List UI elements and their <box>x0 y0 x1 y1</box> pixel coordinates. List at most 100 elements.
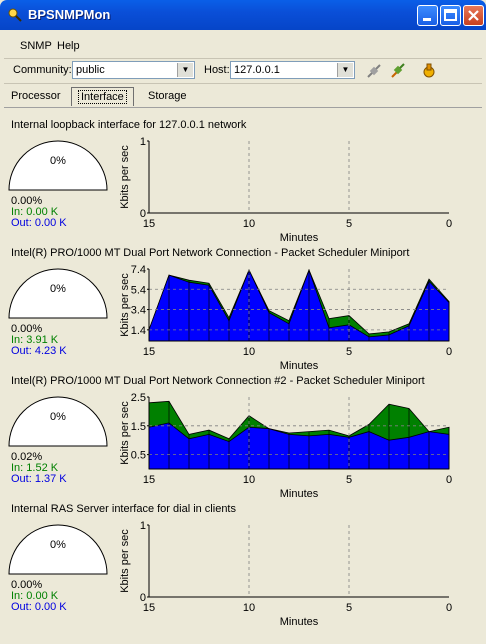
in-rate: In: 0.00 K <box>11 206 59 218</box>
x-tick-label: 5 <box>346 346 352 358</box>
tab-storage[interactable]: Storage <box>142 87 193 105</box>
y-tick-label: 1 <box>140 136 146 148</box>
interface-panel: Intel(R) PRO/1000 MT Dual Port Network C… <box>0 247 486 375</box>
x-axis-label: Minutes <box>280 232 319 244</box>
out-rate: Out: 1.37 K <box>11 473 67 485</box>
out-rate: Out: 0.00 K <box>11 601 67 613</box>
x-tick-label: 0 <box>446 218 452 230</box>
x-axis-label: Minutes <box>280 360 319 372</box>
settings-icon[interactable] <box>420 62 438 80</box>
x-tick-label: 0 <box>446 346 452 358</box>
menu-snmp[interactable]: SNMP <box>20 40 52 52</box>
y-tick-label: 7.4 <box>131 264 146 276</box>
x-tick-label: 0 <box>446 474 452 486</box>
y-axis-label: Kbits per sec <box>119 145 131 209</box>
interface-panel: Internal RAS Server interface for dial i… <box>0 503 486 631</box>
gauge-label: 0% <box>50 155 66 167</box>
x-tick-label: 0 <box>446 602 452 614</box>
tab-label: Interface <box>78 90 127 104</box>
y-tick-label: 0 <box>140 592 146 604</box>
interface-name: Intel(R) PRO/1000 MT Dual Port Network C… <box>11 247 410 259</box>
utilization-percent: 0.00% <box>11 579 43 591</box>
interface-name: Internal loopback interface for 127.0.0.… <box>11 119 247 131</box>
utilization-percent: 0.00% <box>11 323 43 335</box>
community-label: Community: <box>13 64 72 76</box>
y-tick-label: 3.4 <box>131 305 146 317</box>
utilization-gauge: 0% <box>8 524 108 575</box>
community-combo[interactable]: public ▼ <box>72 61 195 79</box>
gauge-label: 0% <box>50 539 66 551</box>
host-label: Host: <box>204 64 230 76</box>
interface-name: Intel(R) PRO/1000 MT Dual Port Network C… <box>11 375 425 387</box>
y-axis-label: Kbits per sec <box>119 273 131 337</box>
y-tick-label: 5.4 <box>131 284 146 296</box>
x-tick-label: 15 <box>143 346 155 358</box>
host-value: 127.0.0.1 <box>234 64 280 76</box>
app-icon <box>8 8 22 22</box>
plot-area <box>149 525 449 597</box>
community-value: public <box>76 64 105 76</box>
x-axis-label: Minutes <box>280 488 319 500</box>
x-tick-label: 10 <box>243 218 255 230</box>
traffic-chart: 7.4 5.4 3.4 1.4 15 10 5 0 Minutes Kbits per sec <box>119 264 452 372</box>
tab-label: Storage <box>148 90 187 102</box>
close-button[interactable] <box>463 5 484 26</box>
interface-name: Internal RAS Server interface for dial i… <box>11 503 236 515</box>
host-combo[interactable]: 127.0.0.1 ▼ <box>230 61 355 79</box>
x-tick-label: 5 <box>346 218 352 230</box>
gauge-label: 0% <box>50 411 66 423</box>
x-tick-label: 10 <box>243 346 255 358</box>
y-tick-label: 0.5 <box>131 450 146 462</box>
maximize-icon <box>444 9 457 21</box>
x-tick-label: 15 <box>143 602 155 614</box>
interface-panel: Internal loopback interface for 127.0.0.… <box>0 119 486 247</box>
interface-panel: Intel(R) PRO/1000 MT Dual Port Network C… <box>0 375 486 503</box>
x-tick-label: 15 <box>143 218 155 230</box>
maximize-button[interactable] <box>440 5 461 26</box>
y-tick-label: 1.4 <box>131 325 146 337</box>
utilization-gauge: 0% <box>8 140 108 191</box>
x-tick-label: 15 <box>143 474 155 486</box>
traffic-chart: 2.5 1.5 0.5 15 10 5 0 Minutes Kbits per sec <box>119 392 452 500</box>
minimize-icon <box>423 18 431 21</box>
utilization-percent: 0.02% <box>11 451 43 463</box>
menu-bar: SNMP Help <box>4 32 482 59</box>
x-tick-label: 5 <box>346 602 352 614</box>
disconnect-icon[interactable] <box>365 62 383 80</box>
tab-bar: Processor Interface Storage <box>4 85 482 108</box>
close-icon <box>468 10 479 21</box>
in-rate: In: 0.00 K <box>11 590 59 602</box>
utilization-gauge: 0% <box>8 268 108 319</box>
chevron-down-icon[interactable]: ▼ <box>337 63 353 77</box>
y-tick-label: 0 <box>140 208 146 220</box>
y-axis-label: Kbits per sec <box>119 401 131 465</box>
utilization-percent: 0.00% <box>11 195 43 207</box>
y-tick-label: 2.5 <box>131 392 146 404</box>
y-axis-label: Kbits per sec <box>119 529 131 593</box>
x-tick-label: 5 <box>346 474 352 486</box>
tab-label: Processor <box>11 90 61 102</box>
title-bar[interactable]: BPSNMPMon <box>0 0 486 30</box>
gauge-label: 0% <box>50 283 66 295</box>
window-title: BPSNMPMon <box>28 7 111 22</box>
x-tick-label: 10 <box>243 602 255 614</box>
x-tick-label: 10 <box>243 474 255 486</box>
out-rate: Out: 4.23 K <box>11 345 67 357</box>
utilization-gauge: 0% <box>8 396 108 447</box>
in-rate: In: 1.52 K <box>11 462 59 474</box>
connect-icon[interactable] <box>389 62 407 80</box>
tab-interface[interactable]: Interface <box>71 87 134 106</box>
chevron-down-icon[interactable]: ▼ <box>177 63 193 77</box>
toolbar: Community: public ▼ Host: 127.0.0.1 ▼ <box>4 59 482 84</box>
x-axis-label: Minutes <box>280 616 319 628</box>
out-rate: Out: 0.00 K <box>11 217 67 229</box>
in-rate: In: 3.91 K <box>11 334 59 346</box>
y-tick-label: 1 <box>140 520 146 532</box>
tab-processor[interactable]: Processor <box>5 87 67 105</box>
minimize-button[interactable] <box>417 5 438 26</box>
y-tick-label: 1.5 <box>131 421 146 433</box>
plot-area <box>149 141 449 213</box>
menu-help[interactable]: Help <box>57 40 80 52</box>
